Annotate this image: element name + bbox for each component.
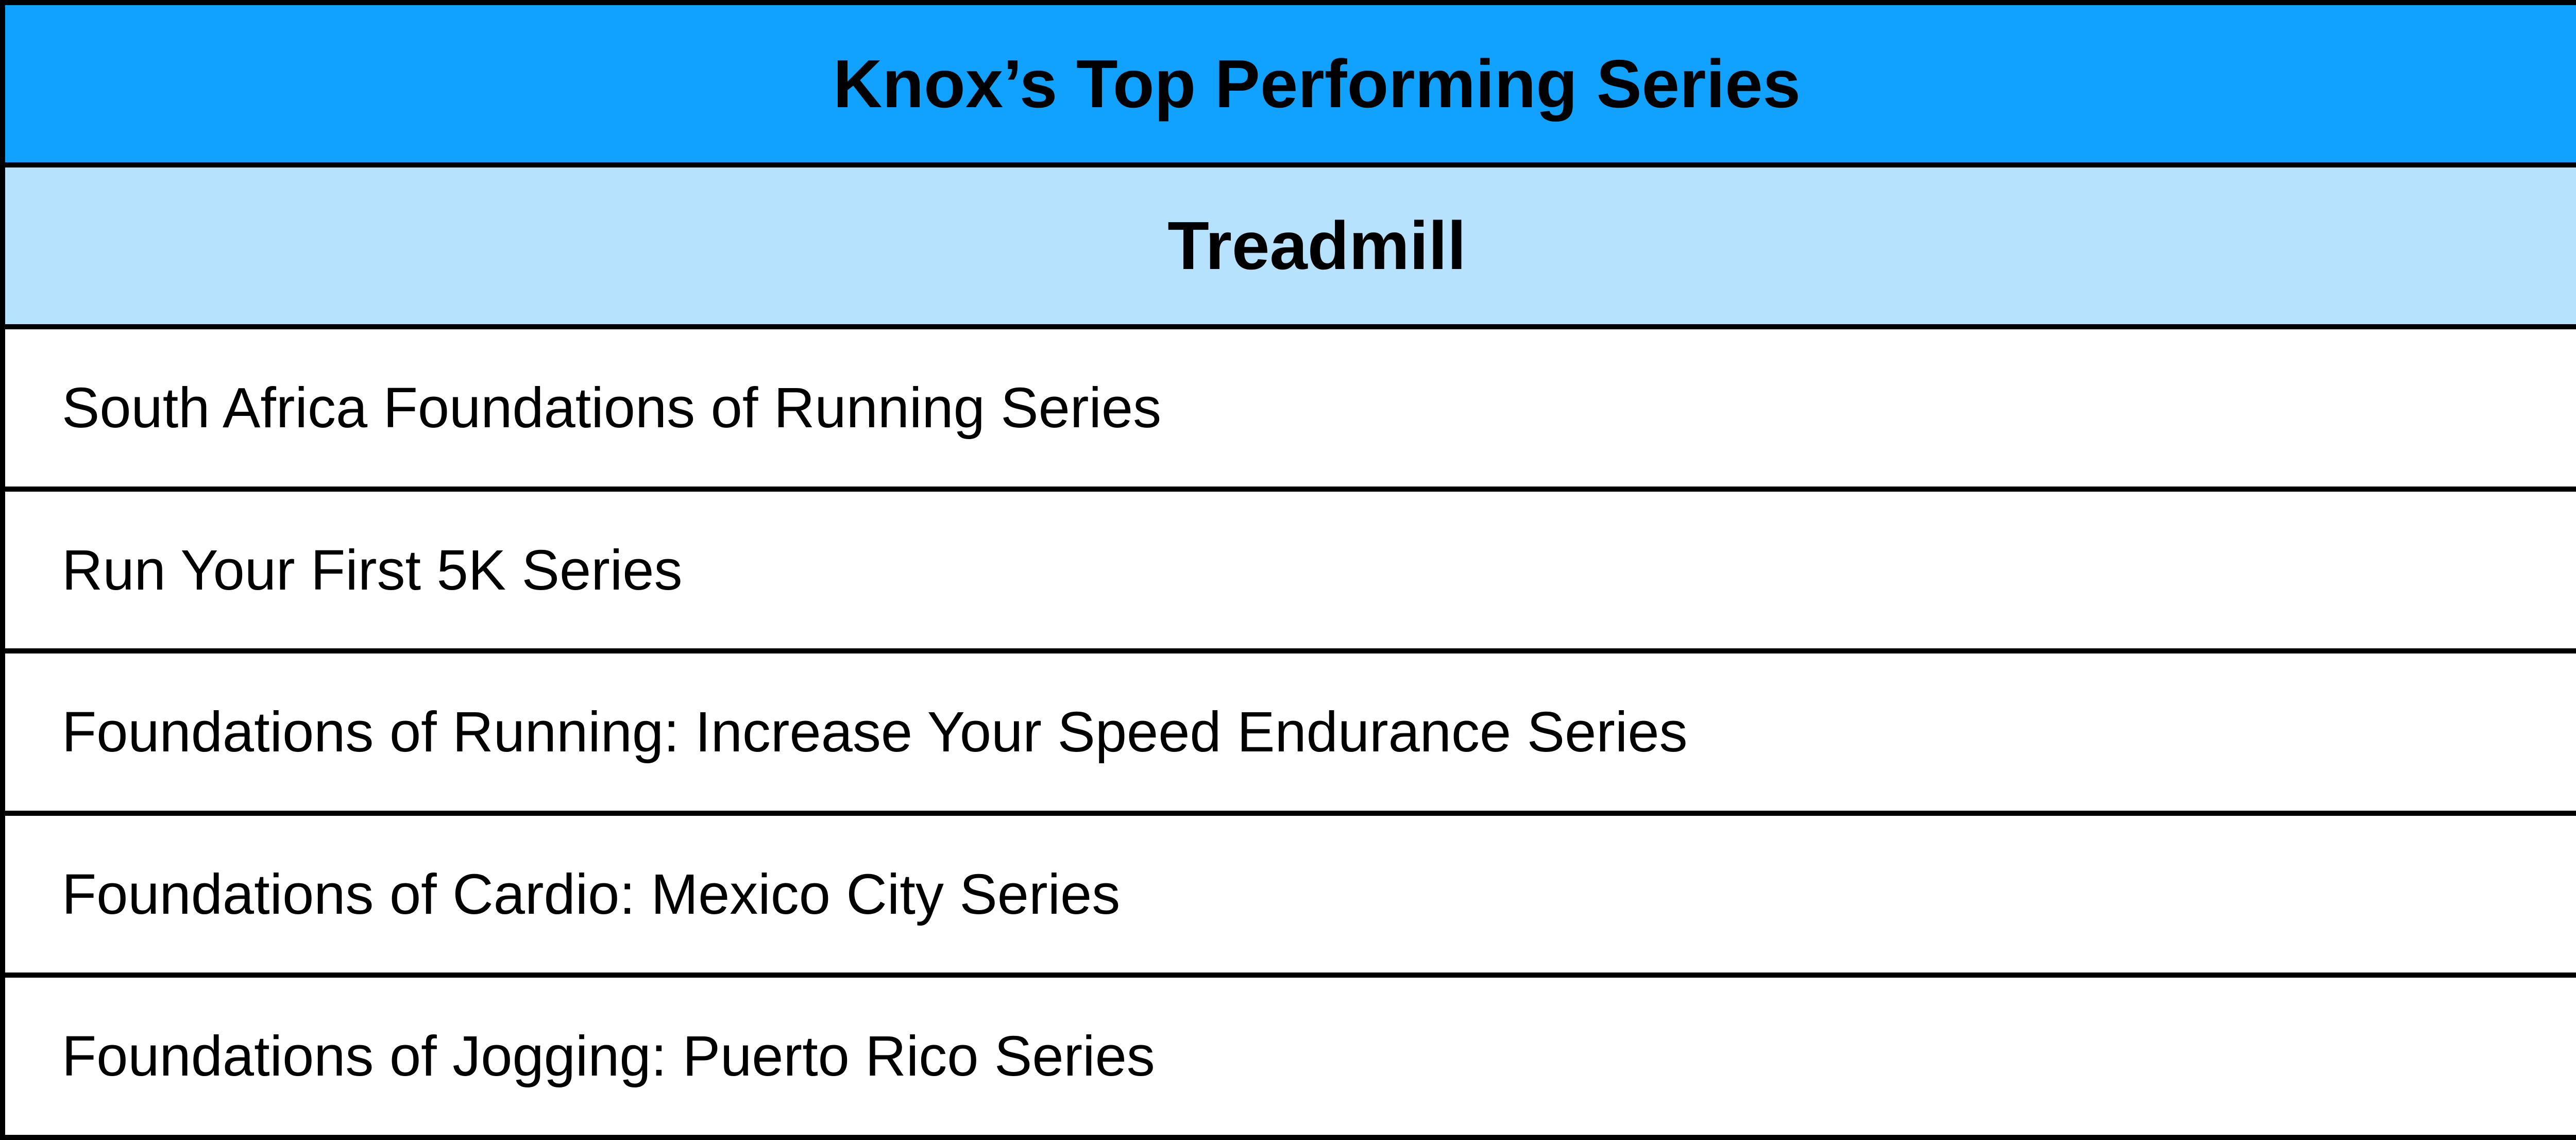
series-name: Foundations of Jogging: Puerto Rico Seri… [62, 1025, 1155, 1088]
table-row: South Africa Foundations of Running Seri… [5, 329, 2576, 492]
table-row: Foundations of Cardio: Mexico City Serie… [5, 815, 2576, 978]
table-row: Foundations of Running: Increase Your Sp… [5, 653, 2576, 816]
table-row: Run Your First 5K Series [5, 491, 2576, 654]
series-name: Foundations of Running: Increase Your Sp… [62, 700, 1688, 764]
table-title-text: Knox’s Top Performing Series [833, 45, 1801, 122]
table-row: Foundations of Jogging: Puerto Rico Seri… [5, 978, 2576, 1135]
category-header-text: Treadmill [1167, 208, 1466, 284]
table-title: Knox’s Top Performing Series [5, 5, 2576, 167]
series-name: Run Your First 5K Series [62, 538, 683, 602]
series-name: Foundations of Cardio: Mexico City Serie… [62, 862, 1121, 926]
series-name: South Africa Foundations of Running Seri… [62, 376, 1162, 440]
category-header: Treadmill [5, 167, 2576, 330]
